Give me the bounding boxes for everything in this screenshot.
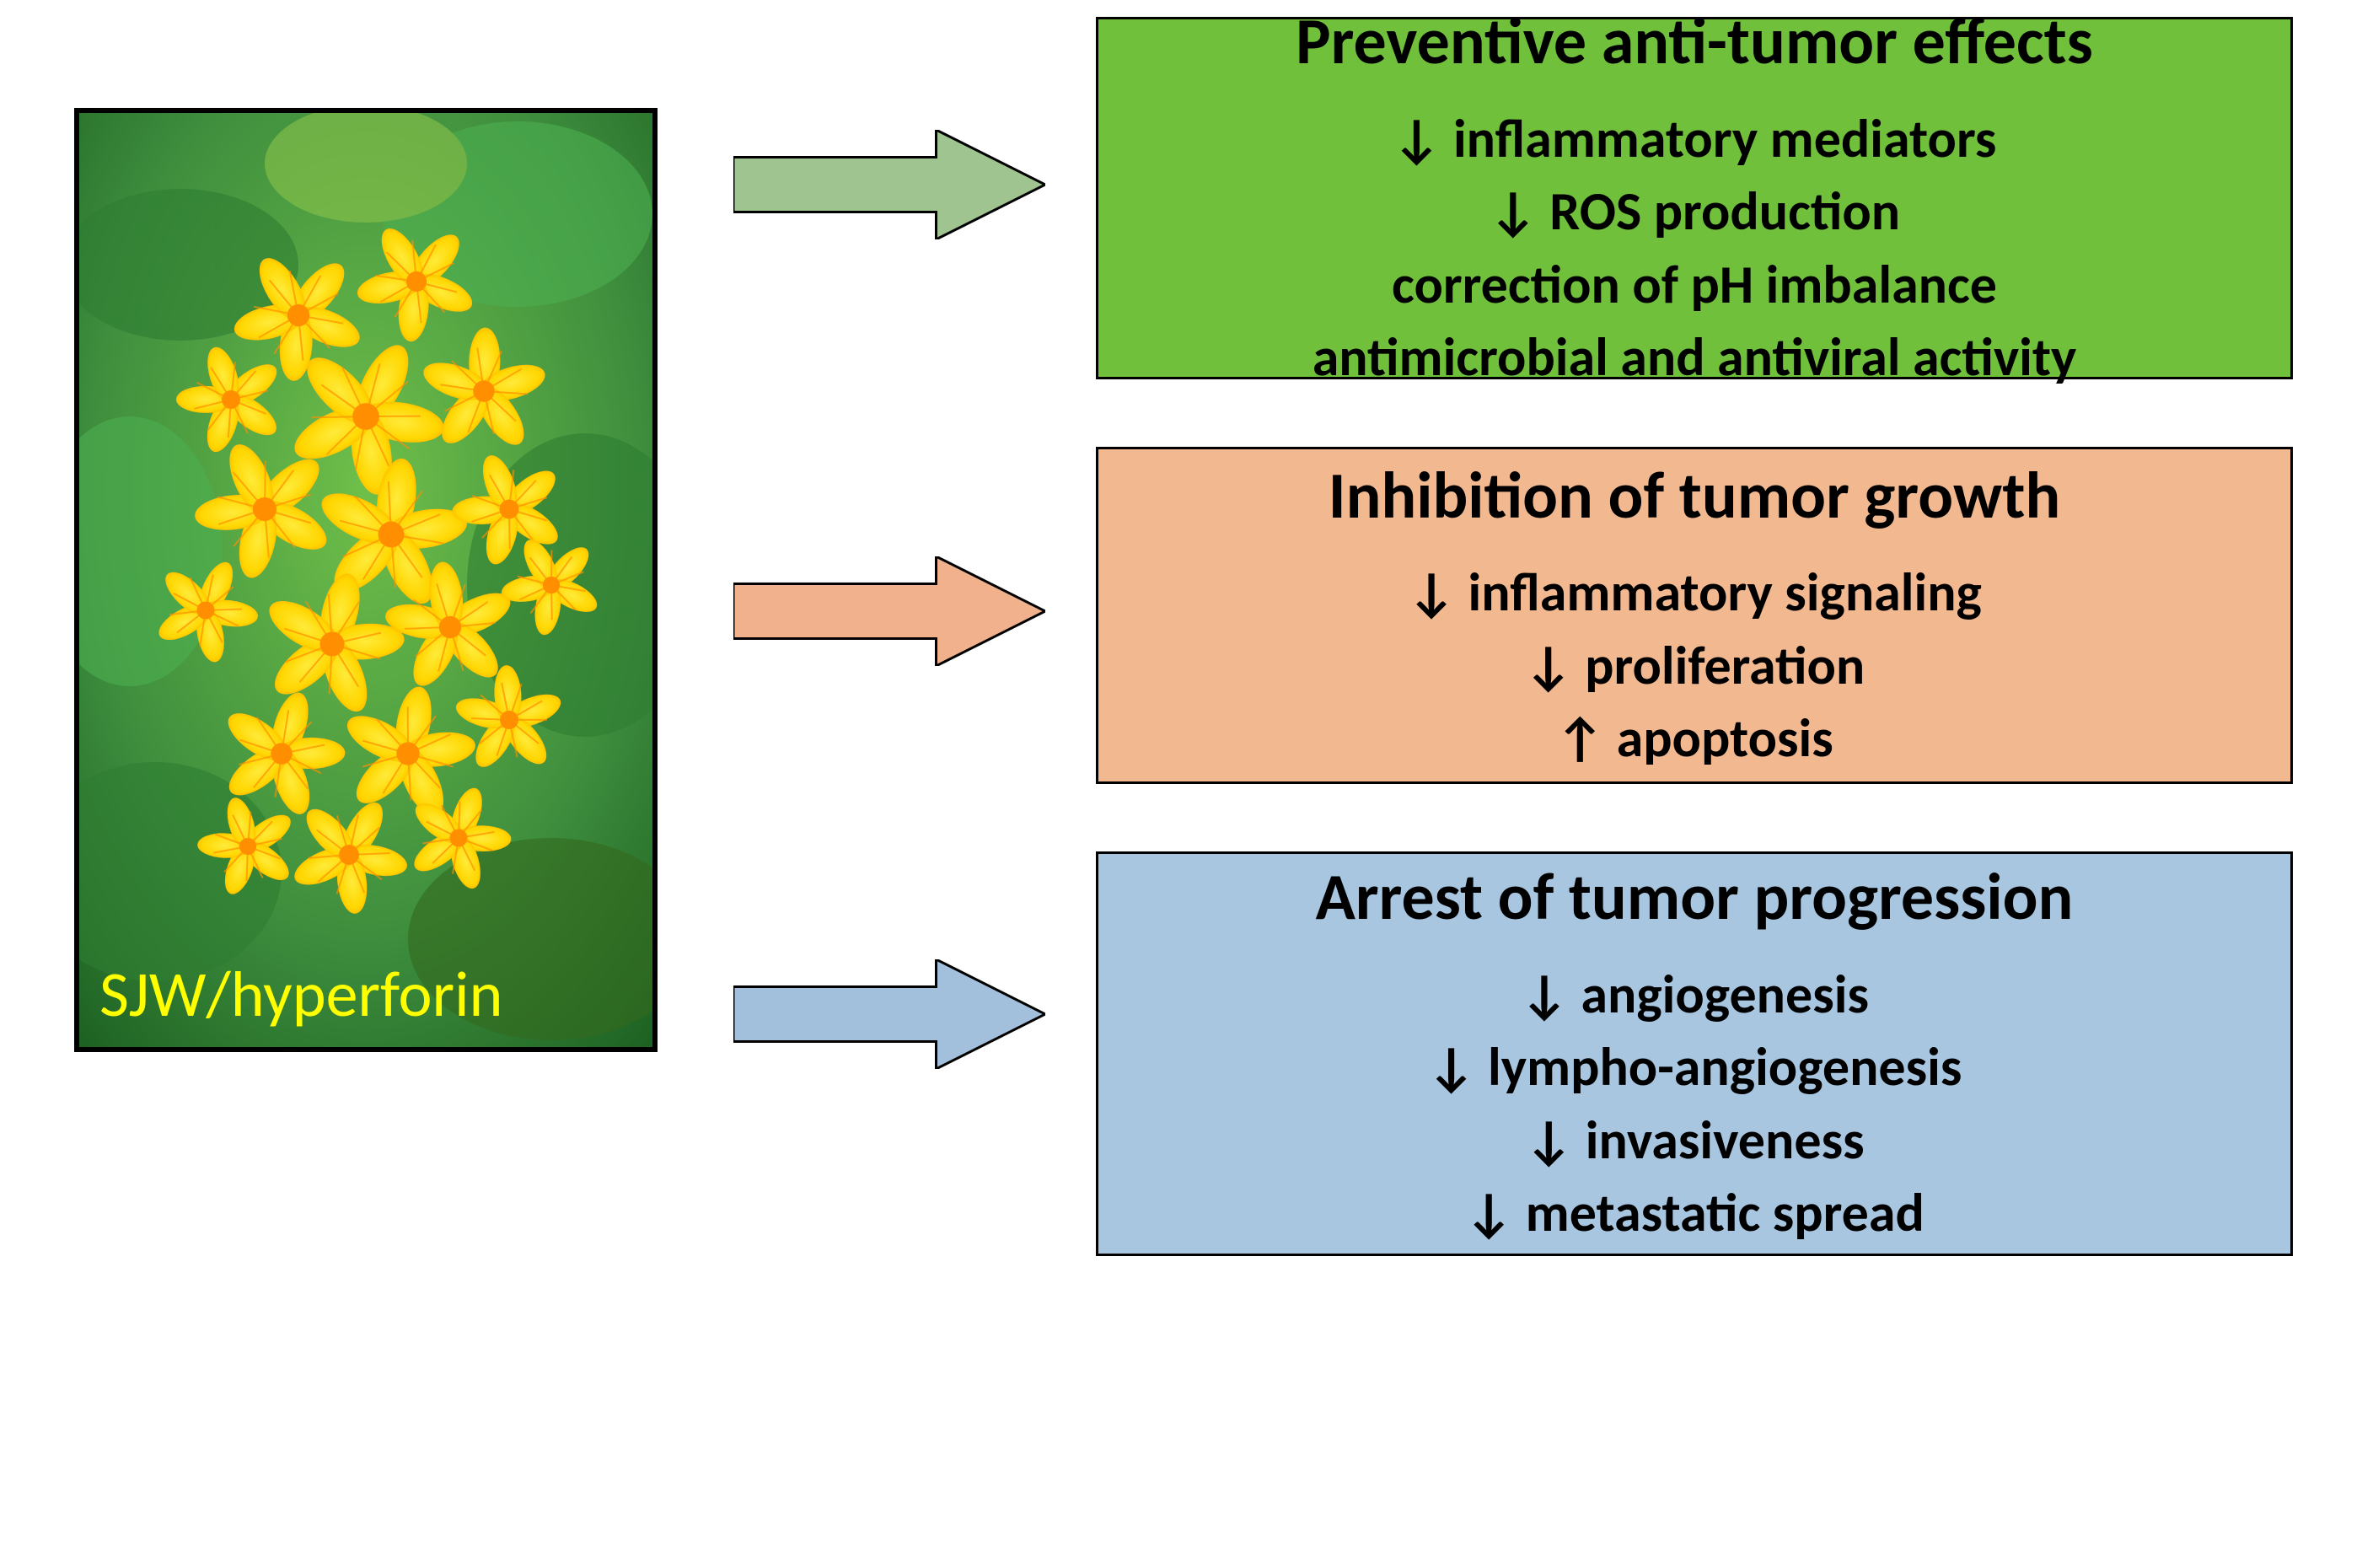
box-inhibition-line: ↑ apoptosis [1555,702,1833,775]
box-arrest-line: ↓ angiogenesis [1520,959,1869,1031]
box-arrest-line: ↓ lympho-angiogenesis [1427,1031,1962,1104]
sjw-photo: SJW/hyperforin [74,108,658,1052]
box-inhibition-line: ↓ proliferation [1524,630,1865,702]
box-arrest-title: Arrest of tumor progression [1316,857,2074,937]
box-inhibition: Inhibition of tumor growth ↓ inflammator… [1096,447,2293,784]
box-inhibition-title: Inhibition of tumor growth [1329,456,2060,535]
box-preventive-line: ↓ inflammatory mediators [1393,103,1997,175]
box-preventive-line: antimicrobial and antiviral activity [1313,321,2077,394]
box-preventive-title: Preventive anti-tumor effects [1296,2,2093,81]
sjw-photo-svg [79,113,652,1047]
box-inhibition-line: ↓ inflammatory signaling [1407,556,1982,629]
diagram-canvas: SJW/hyperforin Preventive anti-tumor eff… [0,0,2362,1568]
box-preventive-line: correction of pH imbalance [1392,249,1997,321]
arrow-preventive [733,130,1045,239]
sjw-photo-label: SJW/hyperforin [99,956,503,1034]
box-arrest-line: ↓ invasiveness [1524,1104,1864,1177]
box-arrest-line: ↓ metastatic spread [1464,1177,1924,1249]
box-preventive-line: ↓ ROS production [1489,175,1900,248]
arrow-arrest [733,959,1045,1069]
box-preventive: Preventive anti-tumor effects ↓ inflamma… [1096,17,2293,379]
box-arrest: Arrest of tumor progression ↓ angiogenes… [1096,851,2293,1256]
arrow-inhibition [733,556,1045,666]
